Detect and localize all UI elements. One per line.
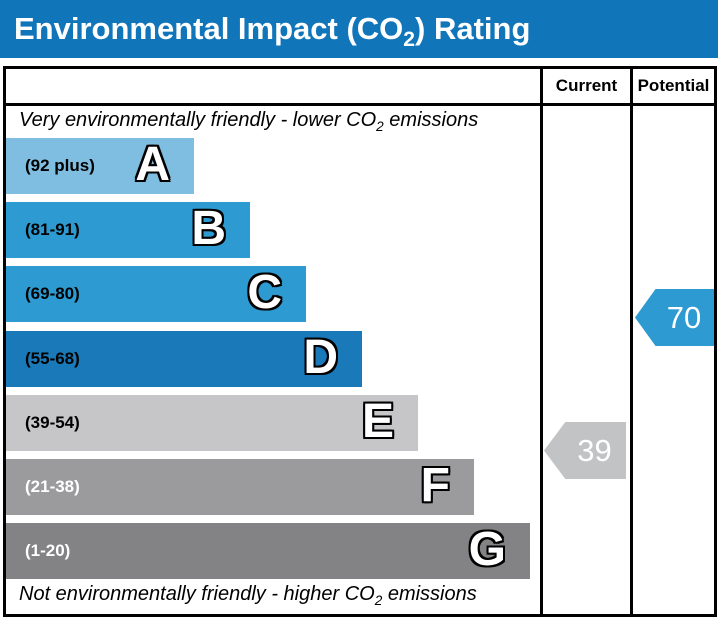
top-note-subscript: 2 [376, 119, 384, 134]
band-range-label-A: (92 plus) [25, 156, 95, 175]
band-letter-G: G [468, 523, 506, 577]
band-letter-F: F [420, 459, 450, 513]
potential-rating-arrow: 70 [635, 289, 714, 346]
band-range-label-D: (55-68) [25, 349, 80, 368]
band-letter-D: D [303, 331, 338, 385]
rating-table: Current Potential Very environmentally f… [3, 66, 717, 617]
band-row-F: (21-38) F [6, 459, 474, 515]
band-row-D: (55-68) D [6, 331, 362, 387]
band-row-B: (81-91) B [6, 202, 250, 258]
bottom-note-text-post: emissions [382, 583, 477, 605]
current-rating-value: 39 [577, 433, 612, 468]
top-note-text-pre: Very environmentally friendly - lower CO [19, 109, 377, 131]
potential-rating-value: 70 [666, 300, 702, 335]
column-header-current: Current [555, 76, 618, 95]
band-row-G: (1-20) G [6, 523, 530, 579]
band-letter-C: C [247, 266, 282, 320]
band-range-label-C: (69-80) [25, 284, 80, 303]
bottom-note: Not environmentally friendly - higher CO… [19, 583, 477, 608]
band-letter-A: A [135, 138, 170, 192]
band-range-label-B: (81-91) [25, 220, 80, 239]
title-bar: Environmental Impact (CO2) Rating [0, 0, 718, 58]
current-rating-arrow: 39 [544, 422, 626, 479]
band-row-A: (92 plus) A [6, 138, 194, 194]
current-column-divider [540, 69, 543, 614]
title-subscript: 2 [403, 28, 416, 52]
band-row-C: (69-80) C [6, 266, 306, 322]
bottom-note-subscript: 2 [374, 593, 383, 608]
page-title: Environmental Impact (CO2) Rating [14, 11, 531, 50]
title-text-post: ) Rating [415, 11, 531, 46]
top-note: Very environmentally friendly - lower CO… [19, 109, 479, 134]
bottom-note-text-pre: Not environmentally friendly - higher CO [19, 583, 375, 605]
band-letter-B: B [191, 202, 226, 256]
band-range-label-E: (39-54) [25, 413, 80, 432]
column-header-potential: Potential [637, 76, 710, 95]
band-row-E: (39-54) E [6, 395, 418, 451]
band-letter-E: E [361, 395, 394, 449]
band-range-label-G: (1-20) [25, 541, 71, 560]
band-range-label-F: (21-38) [25, 477, 80, 496]
title-text-pre: Environmental Impact (CO [14, 11, 404, 46]
top-note-text-post: emissions [383, 109, 479, 131]
potential-column-divider [630, 69, 633, 614]
header-divider [6, 103, 714, 106]
